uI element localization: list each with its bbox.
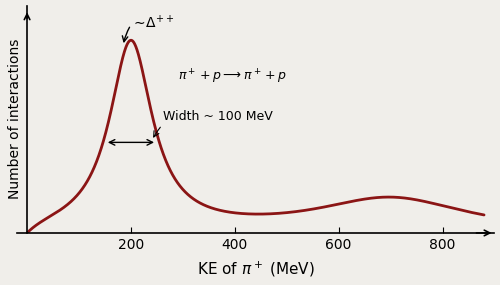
- X-axis label: KE of $\pi^+$ (MeV): KE of $\pi^+$ (MeV): [196, 260, 314, 280]
- Text: Width ~ 100 MeV: Width ~ 100 MeV: [163, 110, 273, 123]
- Text: $\pi^+ + p \longrightarrow \pi^+ + p$: $\pi^+ + p \longrightarrow \pi^+ + p$: [178, 68, 287, 86]
- Y-axis label: Number of interactions: Number of interactions: [8, 39, 22, 200]
- Text: $\sim\!\Delta^{++}$: $\sim\!\Delta^{++}$: [131, 14, 174, 32]
